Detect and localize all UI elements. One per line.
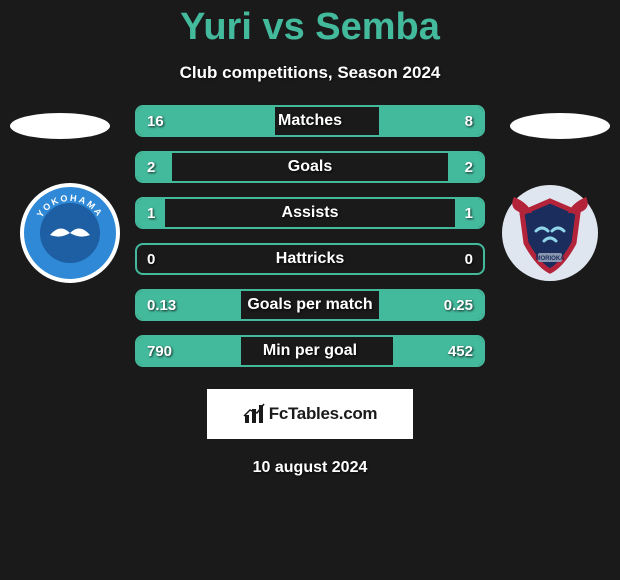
comparison-card: Yuri vs Semba Club competitions, Season … [0,0,620,580]
stat-value-left: 0.13 [147,297,176,314]
stat-value-left: 790 [147,343,172,360]
stat-row: 0 0 Hattricks [135,243,485,275]
attribution-text: FcTables.com [269,404,378,424]
stats-list: 16 8 Matches 2 2 Goals 1 1 Assists 0 0 Hattricks 0.1… [135,105,485,367]
stat-label: Matches [278,112,342,130]
player-slot-marker-left [10,113,110,139]
club-crest-left: YOKOHAMA [20,183,120,283]
stat-value-right: 0 [465,251,473,268]
stat-value-left: 0 [147,251,155,268]
stat-label: Min per goal [263,342,357,360]
stat-value-right: 2 [465,159,473,176]
stat-value-left: 2 [147,159,155,176]
stat-value-left: 1 [147,205,155,222]
stat-row: 1 1 Assists [135,197,485,229]
stat-row: 790 452 Min per goal [135,335,485,367]
stat-label: Goals [288,158,332,176]
stat-label: Assists [282,204,339,222]
card-date: 10 august 2024 [253,459,368,477]
stat-row: 2 2 Goals [135,151,485,183]
card-title: Yuri vs Semba [180,6,440,49]
stat-label: Goals per match [247,296,372,314]
stat-value-left: 16 [147,113,164,130]
card-body: YOKOHAMA MORIOKA 16 8 Matches 2 2 Goals 1 1 Assi… [0,105,620,580]
stat-row: 0.13 0.25 Goals per match [135,289,485,321]
club-crest-right: MORIOKA [500,183,600,283]
attribution-badge: FcTables.com [207,389,413,439]
stat-value-right: 1 [465,205,473,222]
stat-value-right: 452 [448,343,473,360]
chart-icon [243,403,265,425]
stat-value-right: 8 [465,113,473,130]
stat-label: Hattricks [276,250,344,268]
stat-row: 16 8 Matches [135,105,485,137]
card-subtitle: Club competitions, Season 2024 [180,63,441,83]
player-slot-marker-right [510,113,610,139]
svg-text:MORIOKA: MORIOKA [536,256,566,262]
stat-value-right: 0.25 [444,297,473,314]
